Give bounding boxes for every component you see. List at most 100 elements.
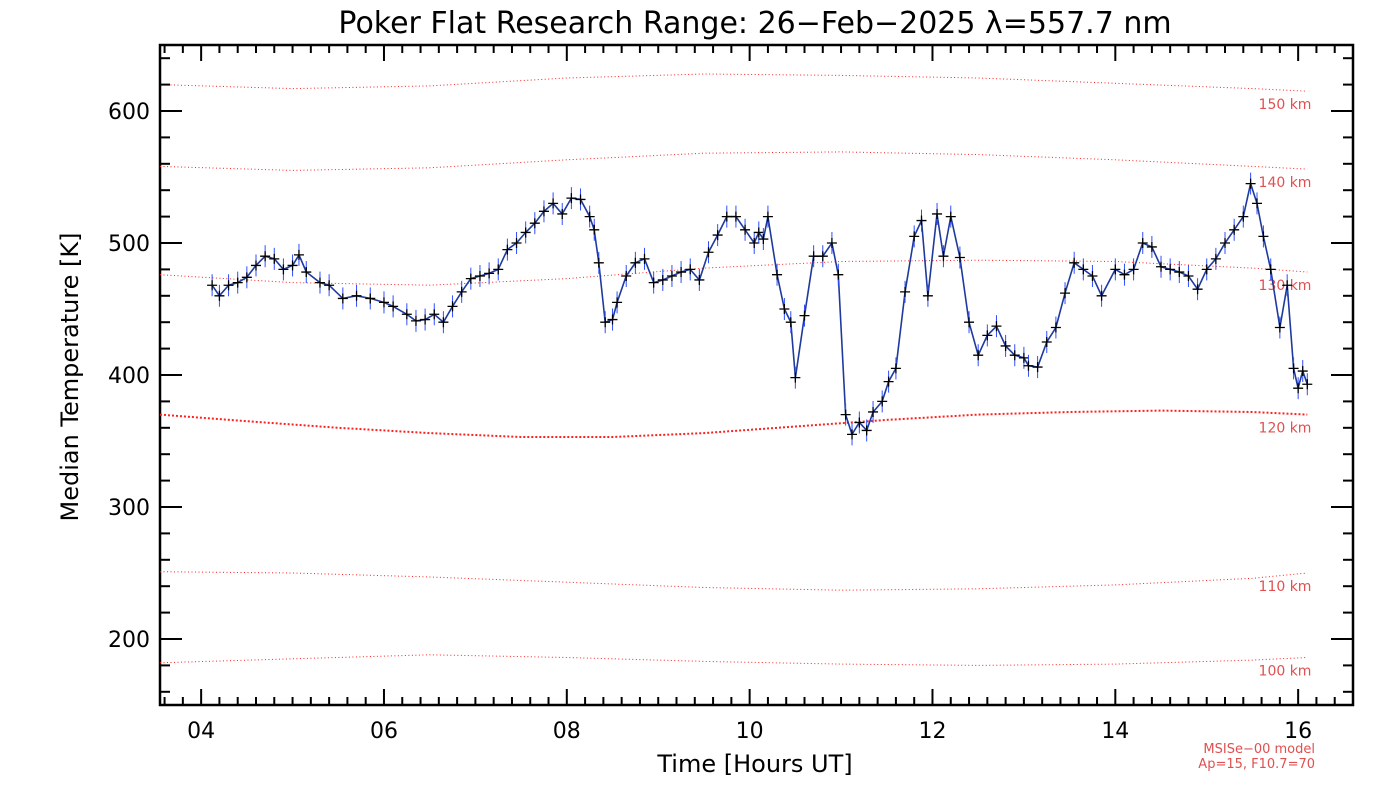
data-point bbox=[1302, 379, 1313, 390]
data-point bbox=[378, 297, 389, 308]
data-point bbox=[410, 315, 421, 326]
data-point bbox=[401, 309, 412, 320]
data-point bbox=[854, 417, 865, 428]
data-point bbox=[753, 227, 764, 238]
data-point bbox=[730, 211, 741, 222]
data-point bbox=[909, 231, 920, 242]
data-point bbox=[817, 251, 828, 262]
data-point bbox=[1018, 352, 1029, 363]
data-point bbox=[973, 350, 984, 361]
data-point bbox=[639, 253, 650, 264]
data-point bbox=[269, 253, 280, 264]
data-point bbox=[529, 218, 540, 229]
data-point bbox=[420, 314, 431, 325]
data-point bbox=[1245, 178, 1256, 189]
data-point bbox=[922, 290, 933, 301]
data-point bbox=[648, 277, 659, 288]
data-point bbox=[456, 286, 467, 297]
data-point bbox=[1069, 257, 1080, 268]
data-point bbox=[1009, 350, 1020, 361]
data-point bbox=[1050, 322, 1061, 333]
data-point bbox=[493, 264, 504, 275]
data-point bbox=[557, 208, 568, 219]
data-point bbox=[465, 273, 476, 284]
x-tick-label: 14 bbox=[1101, 719, 1129, 744]
data-point bbox=[293, 249, 304, 260]
data-point bbox=[1119, 269, 1130, 280]
data-point bbox=[207, 280, 218, 291]
data-point bbox=[214, 290, 225, 301]
data-point bbox=[1238, 211, 1249, 222]
data-point bbox=[1000, 340, 1011, 351]
x-tick-label: 04 bbox=[187, 719, 215, 744]
data-point bbox=[593, 257, 604, 268]
data-point bbox=[630, 257, 641, 268]
axes: 04 06 08 10 12 14 16 200 300 400 500 600 bbox=[108, 45, 1354, 744]
model-curve-110km bbox=[159, 571, 1308, 591]
data-point bbox=[612, 297, 623, 308]
data-point bbox=[833, 269, 844, 280]
data-point bbox=[749, 238, 760, 248]
series-line bbox=[211, 180, 1309, 437]
data-point bbox=[861, 425, 872, 436]
data-point bbox=[438, 317, 449, 328]
data-point bbox=[762, 211, 773, 222]
data-point bbox=[388, 301, 399, 312]
data-point bbox=[799, 310, 810, 321]
data-point bbox=[260, 251, 271, 262]
data-point bbox=[883, 376, 894, 387]
data-point bbox=[1060, 288, 1071, 299]
data-point bbox=[740, 224, 751, 235]
x-tick-label: 16 bbox=[1284, 719, 1312, 744]
data-point bbox=[758, 234, 769, 245]
data-point bbox=[1128, 264, 1139, 275]
x-tick-label: 06 bbox=[370, 719, 398, 744]
data-point bbox=[1183, 271, 1194, 281]
model-curve-label: 100 km bbox=[1259, 663, 1312, 679]
data-point bbox=[287, 260, 298, 271]
data-point bbox=[1201, 264, 1212, 275]
data-point bbox=[538, 206, 549, 217]
data-point bbox=[232, 277, 243, 288]
model-curve-120km bbox=[159, 409, 1308, 438]
data-point bbox=[1288, 363, 1299, 374]
data-point bbox=[1220, 238, 1231, 248]
data-point bbox=[1078, 264, 1089, 275]
y-axis-label: Median Temperature [K] bbox=[56, 232, 84, 521]
data-point bbox=[337, 293, 348, 304]
data-point bbox=[694, 274, 705, 285]
data-point bbox=[1258, 231, 1269, 242]
data-point bbox=[685, 264, 696, 275]
data-point bbox=[964, 317, 975, 328]
data-point bbox=[657, 274, 668, 285]
data-point bbox=[351, 290, 362, 301]
data-point bbox=[779, 304, 790, 314]
temperature-series bbox=[207, 172, 1313, 446]
data-point bbox=[1087, 271, 1098, 281]
data-point bbox=[278, 264, 289, 275]
data-point bbox=[982, 330, 993, 341]
data-point bbox=[548, 198, 559, 209]
data-point bbox=[868, 406, 879, 417]
data-point bbox=[1032, 362, 1043, 373]
model-curve-150km bbox=[159, 73, 1308, 92]
data-point bbox=[916, 215, 927, 226]
x-tick-label: 10 bbox=[736, 719, 764, 744]
model-curve-label: 140 km bbox=[1259, 175, 1312, 191]
data-point bbox=[301, 267, 312, 278]
data-point bbox=[1146, 241, 1157, 252]
data-point bbox=[314, 277, 325, 288]
data-point bbox=[1165, 264, 1176, 275]
data-point bbox=[1041, 337, 1052, 347]
data-point bbox=[808, 251, 819, 262]
model-curve-label: 150 km bbox=[1259, 97, 1312, 113]
data-point bbox=[511, 238, 522, 248]
data-point bbox=[945, 211, 956, 222]
data-point bbox=[877, 396, 888, 407]
data-point bbox=[703, 247, 714, 258]
data-point bbox=[621, 271, 632, 281]
data-point bbox=[1023, 360, 1034, 371]
data-point bbox=[1293, 383, 1304, 394]
data-point bbox=[575, 194, 586, 205]
data-point bbox=[502, 244, 513, 255]
